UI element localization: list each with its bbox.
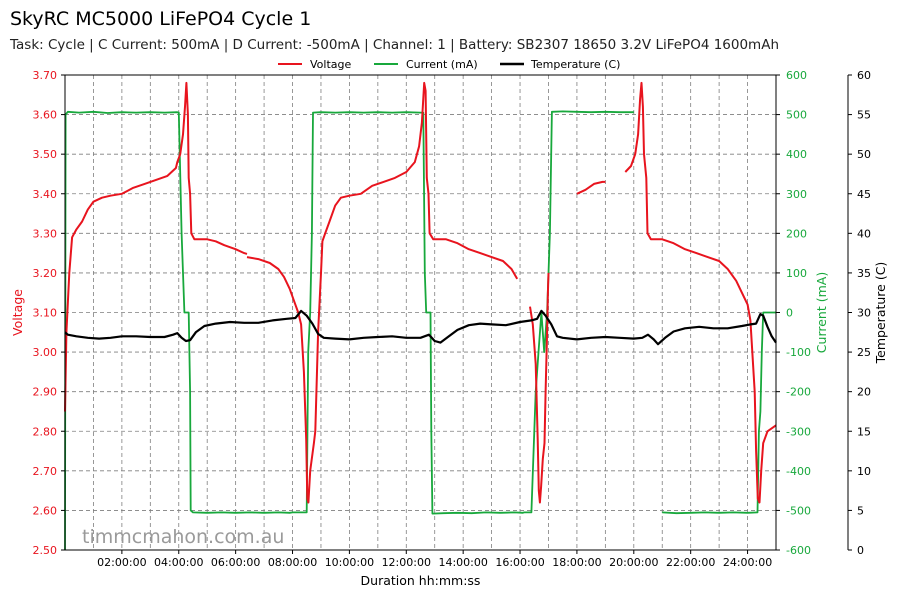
temperature-tick-label: 25 [857,346,871,359]
x-tick-label: 02:00:00 [97,556,146,569]
current-tick-label: -400 [786,465,811,478]
x-axis-label: Duration hh:mm:ss [361,573,481,588]
temperature-tick-label: 60 [857,69,871,82]
temperature-axis-label: Temperature (C) [873,262,888,365]
voltage-tick-label: 2.90 [33,386,58,399]
temperature-tick-label: 45 [857,188,871,201]
current-tick-label: 300 [786,188,807,201]
legend-label-voltage: Voltage [310,58,351,71]
temperature-tick-label: 30 [857,307,871,320]
voltage-line [529,272,550,504]
voltage-tick-label: 3.70 [33,69,58,82]
legend: Voltage Current (mA) Temperature (C) [278,58,620,71]
legend-label-current: Current (mA) [406,58,478,71]
x-tick-label: 10:00:00 [325,556,374,569]
watermark: timmcmahon.com.au [82,526,284,548]
voltage-line [246,81,519,504]
series-layer [64,81,777,551]
grid [65,75,776,550]
temperature-tick-label: 35 [857,267,871,280]
current-tick-label: 500 [786,109,807,122]
chart-title: SkyRC MC5000 LiFePO4 Cycle 1 [10,8,312,30]
current-axis-label: Current (mA) [814,272,829,353]
current-tick-label: 100 [786,267,807,280]
voltage-line [624,81,777,504]
current-tick-label: 0 [786,307,793,320]
voltage-tick-label: 3.10 [33,307,58,320]
current-line [662,311,776,515]
temperature-tick-label: 5 [857,504,864,517]
chart-subtitle: Task: Cycle | C Current: 500mA | D Curre… [10,37,779,53]
current-tick-label: 200 [786,227,807,240]
temperature-tick-label: 0 [857,544,864,557]
voltage-line [64,81,248,412]
axes: 2.50 2.60 2.70 2.80 2.90 3.00 3.10 3.20 3.30 3.40… [10,69,888,588]
legend-label-temperature: Temperature (C) [530,58,620,71]
current-line [64,110,634,551]
temperature-tick-label: 50 [857,148,871,161]
x-tick-label: 18:00:00 [552,556,601,569]
voltage-tick-label: 3.00 [33,346,58,359]
current-tick-label: 600 [786,69,807,82]
voltage-tick-label: 2.80 [33,425,58,438]
x-tick-label: 04:00:00 [154,556,203,569]
temperature-tick-label: 15 [857,425,871,438]
x-tick-label: 20:00:00 [609,556,658,569]
temperature-tick-label: 40 [857,227,871,240]
x-tick-label: 24:00:00 [723,556,772,569]
voltage-tick-label: 3.50 [33,148,58,161]
temperature-tick-label: 10 [857,465,871,478]
temperature-line [64,309,777,346]
current-tick-label: -100 [786,346,811,359]
temperature-tick-label: 20 [857,386,871,399]
temperature-tick-label: 55 [857,109,871,122]
x-tick-label: 16:00:00 [495,556,544,569]
current-tick-label: 400 [786,148,807,161]
current-tick-label: -200 [786,386,811,399]
current-tick-label: -500 [786,504,811,517]
current-tick-label: -300 [786,425,811,438]
voltage-tick-label: 2.70 [33,465,58,478]
x-tick-label: 06:00:00 [211,556,260,569]
voltage-tick-label: 2.60 [33,504,58,517]
current-tick-label: -600 [786,544,811,557]
x-tick-label: 14:00:00 [438,556,487,569]
voltage-axis-label: Voltage [10,289,25,336]
voltage-tick-label: 3.20 [33,267,58,280]
voltage-tick-label: 2.50 [33,544,58,557]
voltage-tick-label: 3.60 [33,109,58,122]
voltage-tick-label: 3.40 [33,188,58,201]
voltage-tick-label: 3.30 [33,227,58,240]
x-tick-label: 08:00:00 [268,556,317,569]
x-tick-label: 22:00:00 [666,556,715,569]
x-tick-label: 12:00:00 [382,556,431,569]
voltage-line [576,180,606,195]
